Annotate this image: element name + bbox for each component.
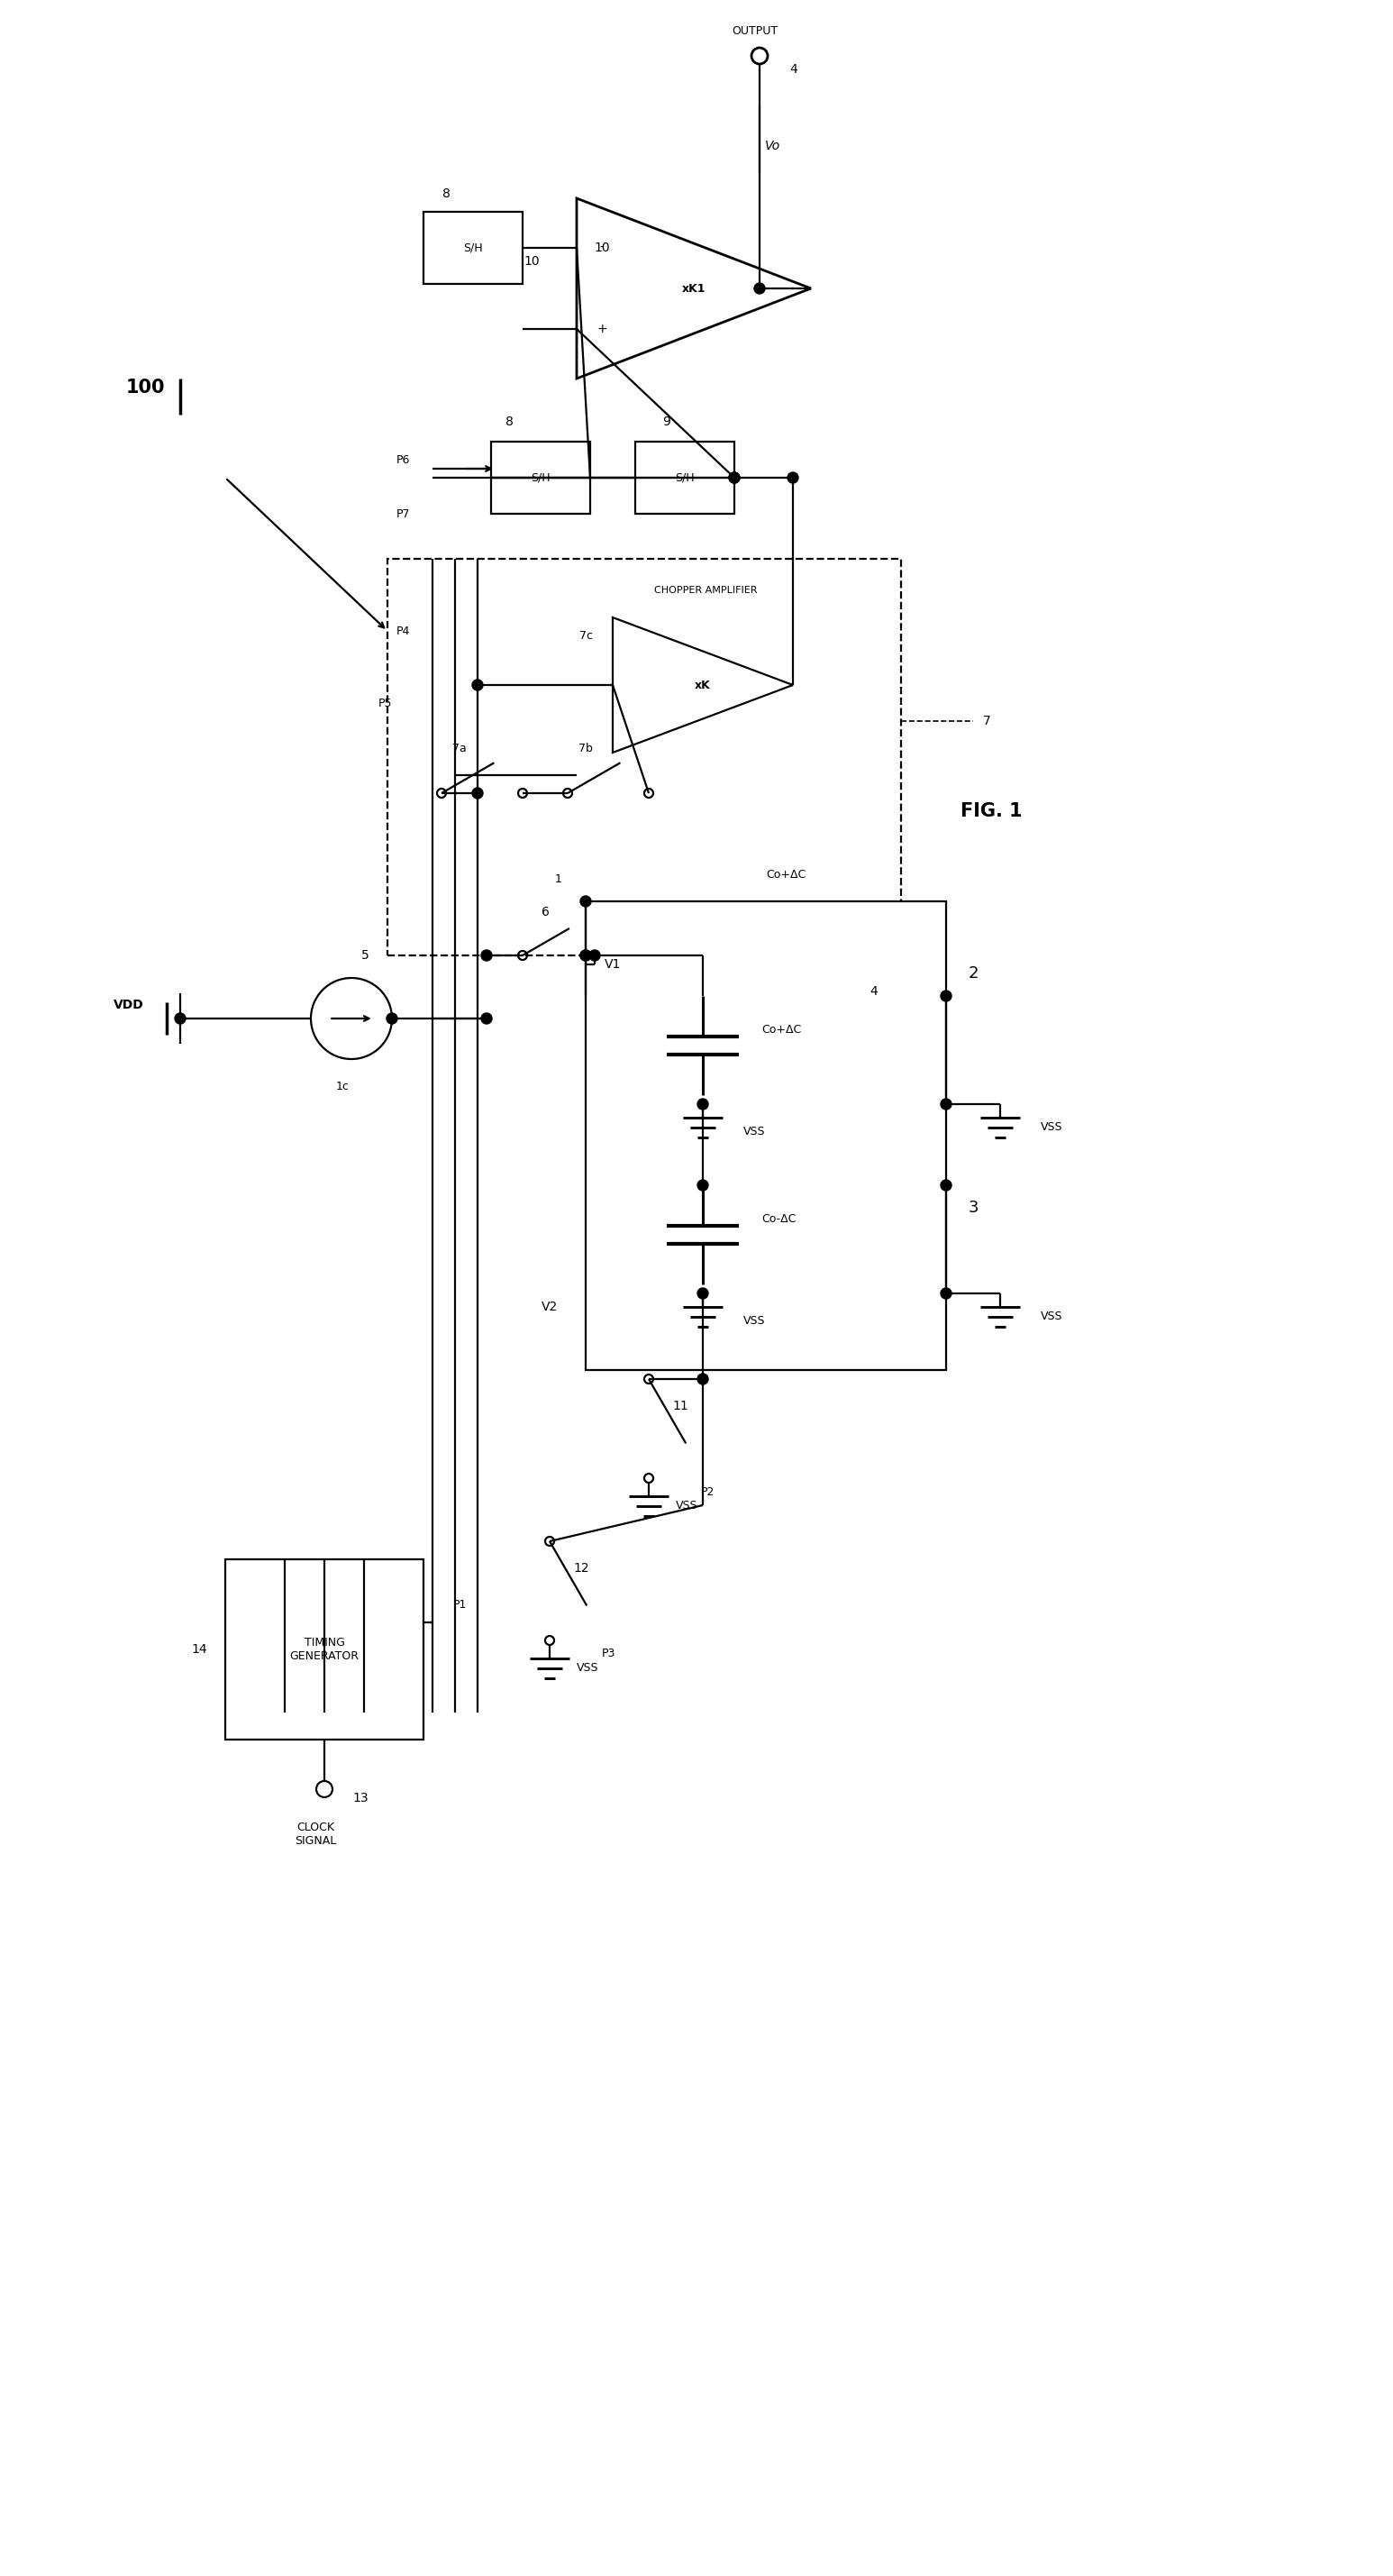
Text: P6: P6 — [396, 453, 410, 466]
Bar — [492, 440, 591, 513]
Text: CHOPPER AMPLIFIER: CHOPPER AMPLIFIER — [655, 585, 758, 595]
Text: P2: P2 — [701, 1486, 715, 1497]
Text: 2: 2 — [968, 966, 978, 981]
Text: P1: P1 — [453, 1600, 467, 1610]
Circle shape — [581, 951, 591, 961]
Text: P4: P4 — [396, 626, 410, 636]
Text: Co+ΔC: Co+ΔC — [766, 868, 805, 881]
Text: 13: 13 — [352, 1793, 368, 1803]
Circle shape — [729, 471, 740, 484]
Text: VSS: VSS — [577, 1662, 599, 1674]
Text: VSS: VSS — [676, 1499, 698, 1512]
Text: VSS: VSS — [744, 1126, 765, 1136]
Text: 5: 5 — [361, 948, 369, 961]
Text: 7: 7 — [982, 714, 990, 726]
Text: Co+ΔC: Co+ΔC — [762, 1023, 801, 1036]
Text: 100: 100 — [127, 379, 166, 397]
Circle shape — [698, 1288, 708, 1298]
Circle shape — [698, 1100, 708, 1110]
Text: xK1: xK1 — [681, 283, 706, 294]
Text: P3: P3 — [602, 1649, 616, 1659]
Circle shape — [472, 680, 483, 690]
Text: OUTPUT: OUTPUT — [733, 26, 779, 36]
Text: 12: 12 — [574, 1561, 589, 1574]
Circle shape — [174, 1012, 185, 1023]
Text: 4: 4 — [790, 62, 798, 75]
Text: VSS: VSS — [744, 1314, 765, 1327]
Text: 11: 11 — [673, 1399, 688, 1412]
Text: 1c: 1c — [336, 1079, 350, 1092]
Text: 8: 8 — [442, 188, 450, 201]
Text: xK: xK — [695, 680, 710, 690]
Circle shape — [386, 1012, 397, 1023]
Circle shape — [940, 1180, 951, 1190]
Text: 9: 9 — [663, 415, 671, 428]
Circle shape — [589, 951, 600, 961]
Text: Co-ΔC: Co-ΔC — [762, 1213, 795, 1224]
Text: CLOCK
SIGNAL: CLOCK SIGNAL — [294, 1821, 336, 1847]
Text: TIMING
GENERATOR: TIMING GENERATOR — [290, 1636, 359, 1662]
Circle shape — [729, 471, 740, 484]
Text: 1: 1 — [554, 873, 563, 884]
Text: 7c: 7c — [579, 629, 592, 641]
Text: S/H: S/H — [676, 471, 695, 484]
Text: 6: 6 — [540, 907, 549, 920]
Circle shape — [581, 896, 591, 907]
Text: VSS: VSS — [1041, 1311, 1063, 1321]
Text: FIG. 1: FIG. 1 — [960, 801, 1022, 819]
Text: V1: V1 — [605, 958, 621, 971]
Text: 10: 10 — [524, 255, 539, 268]
Text: VDD: VDD — [114, 999, 143, 1012]
Circle shape — [698, 1180, 708, 1190]
Circle shape — [472, 788, 483, 799]
Text: 8: 8 — [506, 415, 513, 428]
Circle shape — [940, 1100, 951, 1110]
Text: Vo: Vo — [765, 139, 781, 152]
Text: 7a: 7a — [453, 742, 467, 755]
Text: 7b: 7b — [578, 742, 593, 755]
Circle shape — [940, 1288, 951, 1298]
Text: 4: 4 — [871, 984, 878, 997]
Text: 3: 3 — [968, 1200, 978, 1216]
Text: P5: P5 — [378, 698, 391, 708]
Bar — [387, 559, 901, 956]
Circle shape — [787, 471, 798, 484]
Text: VSS: VSS — [1041, 1121, 1063, 1133]
Circle shape — [754, 283, 765, 294]
Text: S/H: S/H — [464, 242, 483, 252]
Bar — [635, 440, 734, 513]
Bar — [423, 211, 522, 283]
Circle shape — [481, 951, 492, 961]
Text: P7: P7 — [396, 507, 410, 520]
Circle shape — [698, 1373, 708, 1383]
Bar — [585, 902, 946, 1370]
Text: 14: 14 — [191, 1643, 208, 1656]
Text: -: - — [600, 242, 605, 255]
Text: 10: 10 — [593, 242, 610, 255]
Text: +: + — [596, 322, 607, 335]
Circle shape — [940, 992, 951, 1002]
Bar — [226, 1558, 423, 1739]
Circle shape — [581, 951, 591, 961]
Circle shape — [481, 1012, 492, 1023]
Text: S/H: S/H — [531, 471, 550, 484]
Text: V2: V2 — [542, 1301, 557, 1314]
